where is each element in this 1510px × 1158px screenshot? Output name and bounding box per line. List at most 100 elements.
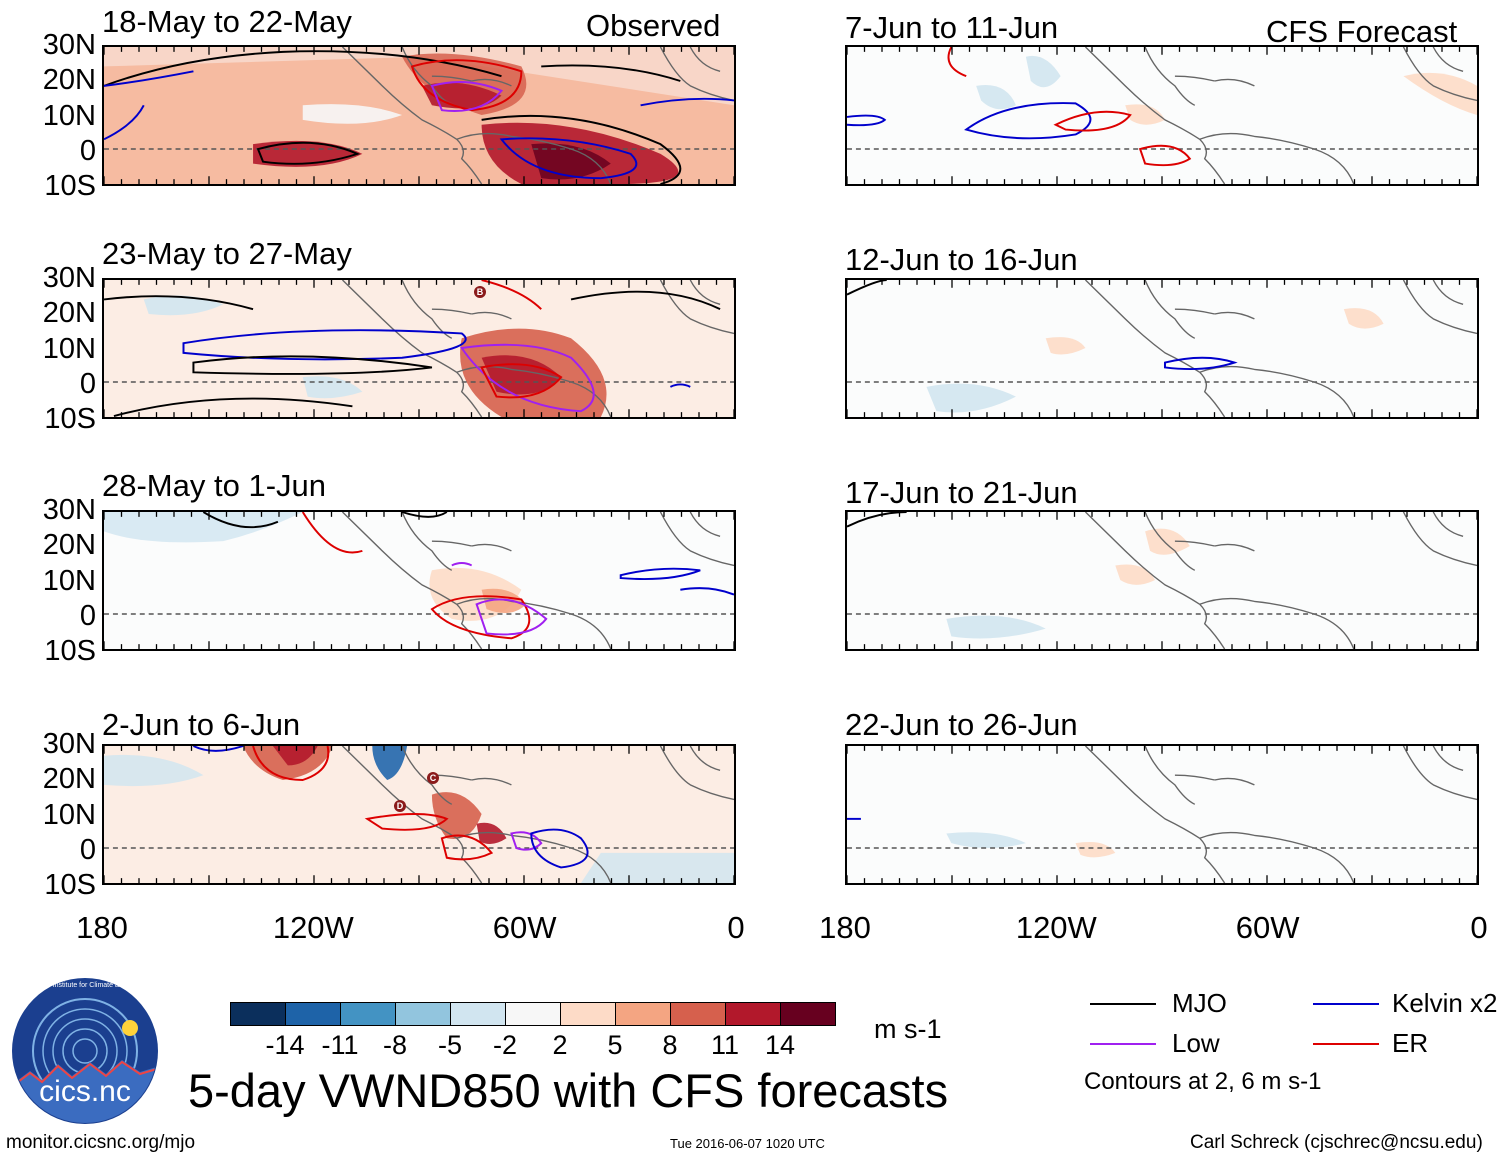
legend-label: MJO — [1172, 988, 1227, 1018]
storm-marker: D — [394, 800, 406, 812]
coastline — [1144, 280, 1196, 339]
legend-line-swatch — [1090, 1043, 1156, 1045]
footer-timestamp: Tue 2016-06-07 1020 UTC — [670, 1136, 825, 1151]
coastline — [401, 512, 453, 571]
coastline — [1214, 777, 1255, 786]
anomaly-shading — [976, 85, 1016, 110]
coastline — [1144, 47, 1196, 106]
coastline — [1084, 512, 1226, 649]
colorbar-swatch — [780, 1002, 836, 1026]
latitude-tick-label: 0 — [79, 599, 96, 632]
map-panel — [102, 510, 736, 651]
anomaly-shading — [531, 143, 611, 180]
anomaly-shading — [302, 376, 363, 399]
anomaly-shading — [946, 832, 1026, 849]
latitude-tick-label: 10N — [42, 99, 96, 132]
legend-line-swatch — [1313, 1003, 1379, 1005]
map-plot-area — [102, 510, 736, 651]
longitude-tick-label: 60W — [492, 910, 557, 945]
latitude-tick-label: 20N — [42, 763, 96, 796]
coastline — [1199, 831, 1355, 883]
anomaly-shading — [1115, 564, 1156, 585]
storm-marker: B — [474, 286, 486, 298]
coastline — [1199, 365, 1355, 417]
wave-contour — [301, 512, 363, 554]
wave-contour — [1163, 356, 1238, 371]
longitude-tick-label: 120W — [272, 910, 354, 945]
legend-note: Contours at 2, 6 m s-1 — [1084, 1068, 1322, 1095]
anomaly-shading — [302, 104, 403, 124]
wave-contour — [541, 64, 681, 82]
latitude-tick-label: 0 — [79, 367, 96, 400]
anomaly-shading — [1025, 55, 1061, 88]
panel-period-title: 12-Jun to 16-Jun — [845, 242, 1078, 277]
wave-contour — [499, 137, 638, 180]
coastline — [689, 512, 721, 537]
colorbar-swatch — [725, 1002, 781, 1026]
coastline — [401, 280, 453, 339]
colorbar-swatch — [285, 1002, 341, 1026]
storm-marker: C — [427, 772, 439, 784]
wave-contour — [104, 70, 194, 87]
longitude-tick-label: 180 — [76, 910, 128, 945]
wave-contour — [401, 512, 448, 518]
map-panel — [102, 278, 736, 419]
panel-period-title: 28-May to 1-Jun — [102, 468, 326, 503]
anomaly-shading — [1045, 337, 1086, 355]
anomaly-shading — [1403, 72, 1477, 116]
latitude-tick-label: 10S — [44, 635, 96, 667]
wave-contour — [202, 512, 279, 529]
coastline — [689, 47, 721, 72]
wave-contour — [1138, 144, 1192, 167]
map-panel — [845, 278, 1479, 419]
map-panel — [102, 45, 736, 186]
coastline — [471, 78, 512, 87]
footer-credit: Carl Schreck (cjschrec@ncsu.edu) — [1190, 1132, 1483, 1153]
anomaly-shading — [1145, 528, 1190, 555]
anomaly-shading — [104, 754, 204, 787]
latitude-tick-label: 10N — [42, 332, 96, 365]
latitude-tick-label: 10N — [42, 564, 96, 597]
longitude-tick-label: 120W — [1015, 910, 1097, 945]
wave-contour — [947, 47, 967, 78]
wave-contour — [192, 746, 244, 752]
map-plot-area — [845, 510, 1479, 651]
wave-contour — [256, 141, 361, 165]
anomaly-shading — [372, 746, 408, 781]
latitude-tick-label: 20N — [42, 64, 96, 97]
panel-period-title: 17-Jun to 21-Jun — [845, 475, 1078, 510]
wave-contour — [430, 595, 531, 640]
legend-line-swatch — [1090, 1003, 1156, 1005]
legend-line-swatch — [1313, 1043, 1379, 1045]
coastline — [1432, 746, 1464, 771]
latitude-tick-label: 0 — [79, 833, 96, 866]
footer-url: monitor.cicsnc.org/mjo — [6, 1132, 196, 1153]
colorbar-swatch — [340, 1002, 396, 1026]
coastline — [471, 777, 512, 786]
coastline — [456, 132, 612, 184]
latitude-tick-label: 30N — [42, 262, 96, 294]
map-panel — [845, 744, 1479, 885]
panel-period-title: 2-Jun to 6-Jun — [102, 707, 301, 742]
coastline — [1432, 280, 1464, 305]
coastline — [1214, 311, 1255, 320]
latitude-tick-label: 10N — [42, 798, 96, 831]
coastline — [431, 75, 472, 82]
coastline — [471, 543, 512, 552]
latitude-tick-label: 20N — [42, 529, 96, 562]
anomaly-shading — [143, 295, 224, 316]
wave-contour — [475, 598, 548, 636]
map-panel — [102, 744, 736, 885]
panel-source-tag: Observed — [586, 8, 721, 43]
wave-contour — [440, 834, 494, 861]
wave-contour — [964, 102, 1092, 140]
wave-contour — [460, 343, 595, 413]
wave-contour — [451, 562, 473, 567]
wave-contour — [510, 831, 543, 851]
colorbar-level-label: -14 — [265, 1030, 305, 1060]
logo-text: cics.nc — [39, 1075, 131, 1108]
panel-period-title: 22-Jun to 26-Jun — [845, 707, 1078, 742]
colorbar-swatch — [395, 1002, 451, 1026]
wave-contour — [364, 813, 449, 831]
wave-contour — [680, 587, 734, 596]
